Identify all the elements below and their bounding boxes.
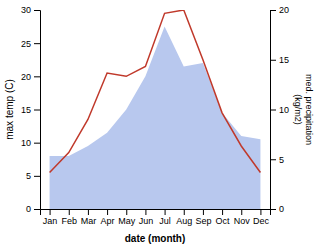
tick-label: 0 (26, 204, 31, 214)
tick-label: 0 (279, 204, 284, 214)
plot-area: JanFeb Mar AprMayJun Jul AugSep OctNovDec 0 5 10… (21, 5, 289, 226)
tick: 15 (270, 55, 289, 65)
tick-mark (34, 110, 40, 111)
tick: 0 (26, 204, 40, 214)
tick-label: Aug (176, 216, 192, 226)
tick-label: Dec (253, 216, 270, 226)
tick: 20 (270, 5, 289, 15)
tick-label: 5 (26, 171, 31, 181)
tick-label: May (118, 216, 136, 226)
tick-label: Feb (61, 216, 77, 226)
tick-mark (126, 209, 127, 215)
tick-label: Sep (195, 216, 211, 226)
y-axis: 0 5 10 15 20 25 30 (21, 5, 41, 214)
tick: 5 (270, 155, 284, 165)
temp-line (50, 10, 261, 173)
tick-label: 20 (279, 5, 289, 15)
precip-area (50, 27, 261, 209)
tick-mark (145, 209, 146, 215)
tick-mark (203, 209, 204, 215)
axis-line (271, 11, 277, 210)
y2-axis: 0 5 10 15 20 (270, 5, 289, 214)
tick-label: 15 (21, 105, 31, 115)
tick: Jan (43, 209, 58, 226)
tick: 0 (270, 204, 284, 214)
tick: Feb (61, 209, 77, 226)
tick-mark (69, 209, 70, 215)
tick-label: Mar (81, 216, 97, 226)
tick: 25 (21, 39, 40, 49)
tick: Jun (139, 209, 154, 226)
tick-label: Oct (216, 216, 231, 226)
tick-label: 30 (21, 5, 31, 15)
tick: Mar (81, 209, 97, 226)
tick: 10 (21, 138, 40, 148)
tick-label: Jun (139, 216, 154, 226)
tick-mark (270, 110, 276, 111)
tick: Dec (253, 209, 270, 226)
y2-axis-title: med. precipitation(kg/m2) (293, 74, 314, 145)
tick-mark (34, 43, 40, 44)
tick-mark (34, 143, 40, 144)
tick-mark (222, 209, 223, 215)
axis-line (34, 11, 41, 210)
tick-label: 10 (21, 138, 31, 148)
tick: 15 (21, 105, 40, 115)
tick-mark (270, 10, 276, 11)
tick-label: Apr (101, 216, 115, 226)
tick-mark (270, 159, 276, 160)
y-axis-title: max temp (C) (4, 79, 15, 140)
tick-mark (34, 76, 40, 77)
tick: 20 (21, 72, 40, 82)
tick-label: 20 (21, 72, 31, 82)
tick: Sep (195, 209, 211, 226)
tick-label: Jan (43, 216, 58, 226)
tick-mark (107, 209, 108, 215)
tick: Jul (159, 209, 171, 226)
tick-mark (34, 176, 40, 177)
x-axis-title: date (month) (125, 233, 186, 244)
tick-mark (270, 209, 276, 210)
tick-label: 15 (279, 55, 289, 65)
tick: Nov (234, 209, 251, 226)
tick-mark (260, 209, 261, 215)
tick: Apr (101, 209, 115, 226)
tick-mark (88, 209, 89, 215)
tick-mark (34, 10, 40, 11)
axis-line (41, 210, 271, 216)
tick-mark (270, 60, 276, 61)
tick: Oct (216, 209, 231, 226)
tick-label: Jul (159, 216, 171, 226)
tick-label: 10 (279, 105, 289, 115)
tick-mark (50, 209, 51, 215)
tick-label: Nov (234, 216, 251, 226)
y2-axis-title-line: (kg/m2) (293, 94, 303, 125)
tick-label: 5 (279, 155, 284, 165)
tick: May (118, 209, 136, 226)
tick-mark (184, 209, 185, 215)
marks (50, 10, 261, 209)
tick-mark (34, 209, 40, 210)
x-axis: JanFeb Mar AprMayJun Jul AugSep OctNovDec (41, 209, 271, 226)
tick: 30 (21, 5, 40, 15)
tick: 5 (26, 171, 40, 181)
tick: 10 (270, 105, 289, 115)
tick-label: 25 (21, 39, 31, 49)
chart: JanFeb Mar AprMayJun Jul AugSep OctNovDec 0 5 10… (0, 0, 318, 247)
y2-axis-title-line: med. precipitation (304, 74, 314, 145)
tick-mark (241, 209, 242, 215)
tick: Aug (176, 209, 192, 226)
tick-mark (165, 209, 166, 215)
